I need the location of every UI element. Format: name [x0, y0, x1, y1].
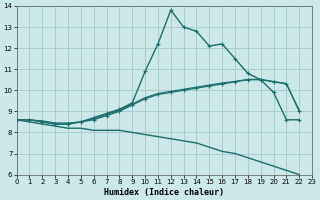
X-axis label: Humidex (Indice chaleur): Humidex (Indice chaleur)	[104, 188, 224, 197]
